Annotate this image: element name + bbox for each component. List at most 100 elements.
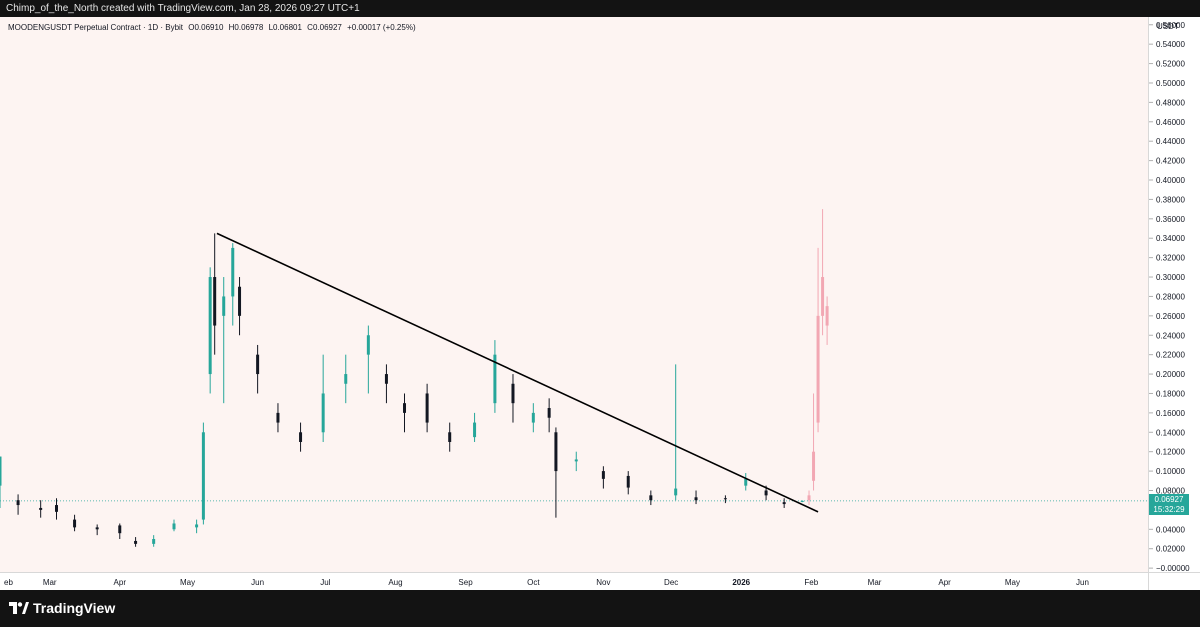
candle-body-30 [531,412,535,423]
candle-body-7 [134,540,138,544]
x-tick-label-15: May [1005,578,1020,587]
y-tick-label-0: 0.56000 [1156,21,1185,30]
y-tick-label-21: 0.14000 [1156,428,1185,437]
candle-body-31 [547,408,551,418]
candle-body-12 [208,277,212,375]
y-tick-label-14: 0.28000 [1156,292,1185,301]
bar-countdown: 15:32:29 [1153,505,1185,514]
y-tick-label-23: 0.10000 [1156,467,1185,476]
x-tick-label-16: Jun [1076,578,1089,587]
y-tick-label-6: 0.44000 [1156,137,1185,146]
x-tick-label-2: Apr [114,578,127,587]
y-tick-label-2: 0.52000 [1156,60,1185,69]
y-tick-label-18: 0.20000 [1156,370,1185,379]
y-tick-label-28: −0.00000 [1156,564,1190,572]
y-tick-label-1: 0.54000 [1156,40,1185,49]
x-tick-label-10: Dec [664,578,678,587]
x-tick-label-5: Jul [320,578,330,587]
candle-body-11 [201,432,205,520]
last-price-label: 0.06927 15:32:29 [1149,494,1189,515]
candle-body-6 [118,525,122,534]
x-tick-label-6: Aug [388,578,402,587]
candle-body-28 [493,354,497,404]
candle-body-29 [511,383,515,404]
candle-body-3 [54,505,58,512]
open-value: O0.06910 [188,23,224,32]
candle-body-24 [403,403,407,413]
x-tick-label-9: Nov [596,578,610,587]
x-tick-label-14: Apr [938,578,951,587]
chart-frame[interactable]: MOODENGUSDT Perpetual Contract · 1D · By… [0,17,1200,590]
candle-body-26 [448,432,452,442]
candle-body-39 [723,498,727,500]
candle-body-22 [366,335,370,355]
y-tick-label-26: 0.04000 [1156,525,1185,534]
low-value: L0.06801 [268,23,302,32]
descending-trendline [216,232,819,513]
y-tick-label-9: 0.38000 [1156,195,1185,204]
y-tick-label-12: 0.32000 [1156,254,1185,263]
x-tick-label-1: Mar [43,578,57,587]
candle-body-13 [213,277,217,326]
y-tick-label-24: 0.08000 [1156,486,1185,495]
tradingview-logo-icon [9,602,29,614]
candle-body-17 [256,354,260,375]
last-price-value: 0.06927 [1154,495,1184,504]
chart-attribution-bar: Chimp_of_the_North created with TradingV… [0,0,1200,17]
candle-body-23 [384,374,388,384]
y-tick-label-7: 0.42000 [1156,157,1185,166]
candle-body-38 [694,497,698,501]
footer-bar: TradingView [0,590,1200,627]
plot-area[interactable]: MOODENGUSDT Perpetual Contract · 1D · By… [0,17,1148,572]
y-tick-label-19: 0.18000 [1156,389,1185,398]
candle-body-32 [554,432,558,472]
x-tick-label-7: Sep [458,578,473,587]
y-tick-label-20: 0.16000 [1156,409,1185,418]
candle-body-8 [152,539,156,544]
projection-body-4 [825,306,829,326]
price-axis[interactable]: USDT 0.56000 0.54000 0.52000 0.50000 0.48000… [1148,17,1200,573]
candle-body-20 [321,393,325,433]
y-tick-label-3: 0.50000 [1156,79,1185,88]
candle-body-43 [800,500,804,502]
x-tick-label-3: May [180,578,195,587]
candle-body-27 [473,422,477,438]
x-tick-label-4: Jun [251,578,264,587]
change-value: +0.00017 (+0.25%) [347,23,416,32]
y-tick-label-11: 0.34000 [1156,234,1185,243]
y-tick-label-17: 0.22000 [1156,351,1185,360]
x-tick-label-12: Feb [804,578,818,587]
symbol-name: MOODENGUSDT Perpetual Contract · 1D · By… [8,23,184,32]
projection-body-0 [807,495,811,501]
y-tick-label-13: 0.30000 [1156,273,1185,282]
y-tick-label-16: 0.24000 [1156,331,1185,340]
candle-body-19 [299,432,303,442]
candle-body-14 [222,296,226,316]
candlestick-chart[interactable] [0,17,1148,572]
candle-body-1 [16,500,20,506]
candle-body-21 [344,374,348,384]
x-tick-label-0: eb [4,578,13,587]
y-tick-label-5: 0.46000 [1156,118,1185,127]
candle-body-35 [626,475,630,488]
attribution-text: Chimp_of_the_North created with TradingV… [6,3,360,14]
time-axis[interactable]: eb Mar Apr May Jun Jul Aug Sep Oct Nov Dec 2026 Feb M… [0,572,1148,590]
candle-body-25 [425,393,429,423]
candle-body-16 [238,286,242,316]
tradingview-brand[interactable]: TradingView [9,600,115,616]
y-tick-label-27: 0.02000 [1156,545,1185,554]
candle-body-5 [95,527,99,530]
candle-body-15 [231,247,235,297]
price-axis-unit: USDT [1157,22,1179,31]
candle-body-10 [195,524,199,528]
y-tick-label-15: 0.26000 [1156,312,1185,321]
candle-body-37 [674,488,678,496]
x-tick-label-11: 2026 [732,578,750,587]
candle-body-4 [73,519,77,528]
axis-corner [1148,572,1200,590]
projection-body-3 [821,277,825,316]
y-tick-label-10: 0.36000 [1156,215,1185,224]
x-tick-label-13: Mar [868,578,882,587]
y-tick-label-4: 0.48000 [1156,98,1185,107]
candle-body-0 [0,456,2,486]
